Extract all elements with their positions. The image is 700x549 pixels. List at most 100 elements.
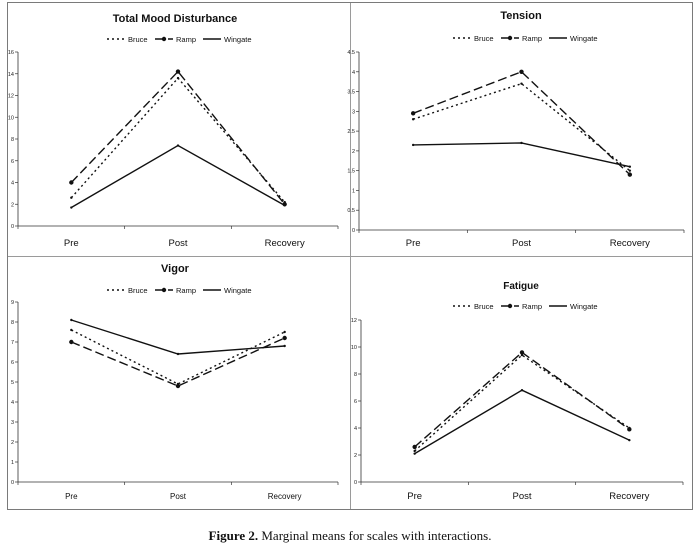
data-point-bruce (520, 82, 523, 85)
data-point-bruce (411, 118, 415, 121)
legend-item-bruce: Bruce (453, 302, 494, 311)
series-line-bruce (70, 77, 286, 203)
y-tick-label: 3 (11, 420, 14, 426)
y-tick-label: 2 (11, 202, 14, 208)
legend-label-ramp: Ramp (522, 34, 542, 43)
legend-item-bruce: Bruce (107, 286, 148, 295)
legend-item-wingate: Wingate (549, 34, 598, 43)
y-tick-label: 4 (354, 426, 357, 432)
legend-item-ramp: Ramp (155, 286, 196, 295)
x-tick-label-post: Post (512, 491, 531, 502)
data-point-ramp (410, 111, 416, 116)
data-point-wingate (628, 438, 631, 442)
x-tick-label-post: Post (170, 492, 187, 501)
legend-label-wingate: Wingate (570, 34, 598, 43)
x-tick-label-pre: Pre (65, 492, 78, 501)
data-point-wingate (520, 141, 523, 145)
data-point-wingate (283, 204, 286, 207)
data-point-wingate (176, 144, 180, 147)
series-line-bruce (71, 329, 285, 385)
legend-item-ramp: Ramp (501, 302, 542, 311)
y-tick-label: 3 (352, 109, 355, 115)
y-tick-label: 4 (11, 400, 14, 406)
legend-label-ramp: Ramp (522, 302, 542, 311)
data-point-wingate (70, 318, 73, 322)
y-tick-label: 1 (11, 460, 14, 466)
x-tick-label-pre: Pre (407, 491, 422, 502)
x-tick-label-recovery: Recovery (610, 238, 650, 249)
y-tick-label: 8 (11, 320, 14, 326)
series-line-wingate (413, 142, 630, 168)
data-point-ramp (627, 172, 633, 177)
y-tick-label: 7 (11, 340, 14, 346)
chart-vigor: Vigor Bruce Ramp Wingate 0 1 2 3 4 5 6 7 8 9 Pre Post Re… (11, 263, 339, 501)
data-point-ramp (519, 69, 524, 74)
chart-fatigue: Fatigue Bruce Ramp Wingate 0 2 4 6 8 10 12 Pre Post R… (351, 281, 684, 502)
y-tick-label: 8 (11, 137, 14, 143)
legend-label-ramp: Ramp (176, 35, 196, 44)
y-tick-label: 3.5 (347, 90, 355, 96)
caption-label: Figure 2. (208, 528, 259, 543)
y-tick-label: 10 (8, 115, 14, 121)
figure-caption: Figure 2. Marginal means for scales with… (0, 528, 700, 544)
data-point-wingate (283, 344, 286, 348)
y-tick-label: 9 (11, 300, 14, 306)
x-tick-label-recovery: Recovery (268, 492, 302, 501)
y-tick-label: 5 (11, 380, 14, 386)
data-point-ramp (175, 383, 181, 389)
y-tick-label: 1 (352, 188, 355, 194)
data-point-wingate (628, 165, 632, 168)
legend-item-bruce: Bruce (453, 34, 494, 43)
data-point-ramp (412, 444, 417, 450)
chart-legend: Bruce Ramp Wingate (453, 34, 598, 43)
y-tick-label: 8 (354, 372, 357, 378)
data-point-ramp (175, 69, 181, 74)
chart-tension: Tension Bruce Ramp Wingate 0 0.5 1 1.5 2 2.5 3 3.5 4… (347, 10, 685, 249)
legend-label-bruce: Bruce (474, 302, 494, 311)
y-tick-label: 6 (11, 159, 14, 165)
caption-text: Marginal means for scales with interacti… (261, 528, 492, 543)
data-point-wingate (413, 452, 416, 455)
chart-legend: Bruce Ramp Wingate (107, 35, 252, 44)
legend-item-ramp: Ramp (155, 35, 196, 44)
legend-label-bruce: Bruce (128, 35, 148, 44)
y-tick-label: 2 (352, 149, 355, 155)
x-tick-label-recovery: Recovery (609, 491, 649, 502)
panel-divider-horizontal (8, 256, 692, 257)
legend-item-wingate: Wingate (549, 302, 598, 311)
legend-item-wingate: Wingate (203, 35, 252, 44)
series-line-ramp (414, 351, 630, 448)
legend-label-wingate: Wingate (224, 286, 252, 295)
y-tick-label: 10 (351, 345, 357, 351)
y-tick-label: 16 (8, 50, 14, 56)
y-tick-label: 2 (354, 453, 357, 459)
y-tick-label: 0 (11, 224, 14, 230)
y-tick-label: 0 (352, 228, 355, 234)
data-point-bruce (176, 76, 180, 80)
legend-marker-ramp (507, 35, 513, 41)
data-point-bruce (70, 196, 73, 199)
y-tick-label: 12 (8, 94, 14, 100)
y-tick-label: 4 (11, 181, 14, 187)
series-line-ramp (412, 70, 631, 176)
data-point-ramp (282, 335, 287, 341)
data-point-wingate (70, 206, 73, 209)
legend-label-wingate: Wingate (224, 35, 252, 44)
y-tick-label: 4.5 (347, 50, 355, 56)
legend-item-ramp: Ramp (501, 34, 542, 43)
data-point-bruce (70, 328, 73, 332)
series-line-bruce (412, 82, 631, 172)
x-tick-label-recovery: Recovery (265, 238, 305, 249)
y-tick-label: 6 (354, 399, 357, 405)
data-point-ramp (69, 339, 74, 345)
data-point-wingate (411, 143, 415, 147)
legend-marker-ramp (161, 36, 167, 42)
legend-label-bruce: Bruce (474, 34, 494, 43)
y-tick-label: 12 (351, 318, 357, 324)
data-point-wingate (176, 352, 180, 356)
series-line-ramp (71, 337, 285, 387)
legend-marker-ramp (507, 303, 513, 309)
legend-item-wingate: Wingate (203, 286, 252, 295)
x-tick-label-post: Post (512, 238, 531, 249)
y-tick-label: 6 (11, 360, 14, 366)
